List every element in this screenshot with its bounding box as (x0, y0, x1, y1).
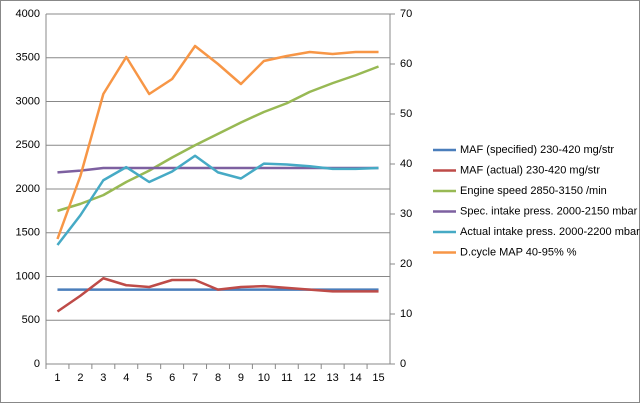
y-tick-label: 0 (34, 358, 40, 370)
series-line (56, 154, 379, 246)
y2-tick-label: 20 (400, 258, 412, 270)
y2-tick-label: 40 (400, 158, 412, 170)
x-tick-label: 10 (258, 372, 270, 384)
legend-label: D.cycle MAP 40-95% % (460, 246, 577, 258)
x-tick-label: 1 (54, 372, 60, 384)
y2-tick-label: 0 (400, 358, 406, 370)
x-tick-label: 5 (146, 372, 152, 384)
y2-tick-label: 70 (400, 8, 412, 20)
y-tick-label: 2000 (16, 183, 40, 195)
y-tick-label: 1500 (16, 227, 40, 239)
legend-label: MAF (specified) 230-420 mg/str (460, 144, 614, 156)
legend-label: Spec. intake press. 2000-2150 mbar (460, 205, 638, 217)
x-tick-label: 2 (77, 372, 83, 384)
series-line (56, 44, 379, 240)
series-line (57, 65, 379, 213)
series-line (56, 277, 379, 313)
x-tick-label: 8 (215, 372, 221, 384)
y-tick-label: 2500 (16, 139, 40, 151)
y2-tick-label: 10 (400, 308, 412, 320)
x-tick-label: 12 (304, 372, 316, 384)
x-tick-label: 9 (238, 372, 244, 384)
x-tick-label: 13 (327, 372, 339, 384)
y-tick-label: 3000 (16, 95, 40, 107)
y2-tick-label: 60 (400, 58, 412, 70)
y-tick-label: 1000 (16, 270, 40, 282)
legend-label: Actual intake press. 2000-2200 mbar (460, 226, 640, 238)
y-tick-label: 4000 (16, 8, 40, 20)
x-tick-label: 4 (123, 372, 129, 384)
x-tick-label: 11 (281, 372, 292, 384)
y-tick-label: 3500 (16, 52, 40, 64)
y2-tick-label: 30 (400, 208, 412, 220)
x-tick-label: 15 (372, 372, 384, 384)
legend-label: Engine speed 2850-3150 /min (460, 185, 607, 197)
x-tick-label: 14 (349, 372, 361, 384)
x-tick-label: 3 (100, 372, 106, 384)
y2-tick-label: 50 (400, 108, 412, 120)
x-tick-label: 7 (192, 372, 198, 384)
legend-label: MAF (actual) 230-420 mg/str (460, 164, 600, 176)
x-tick-label: 6 (169, 372, 175, 384)
y-tick-label: 500 (22, 314, 40, 326)
